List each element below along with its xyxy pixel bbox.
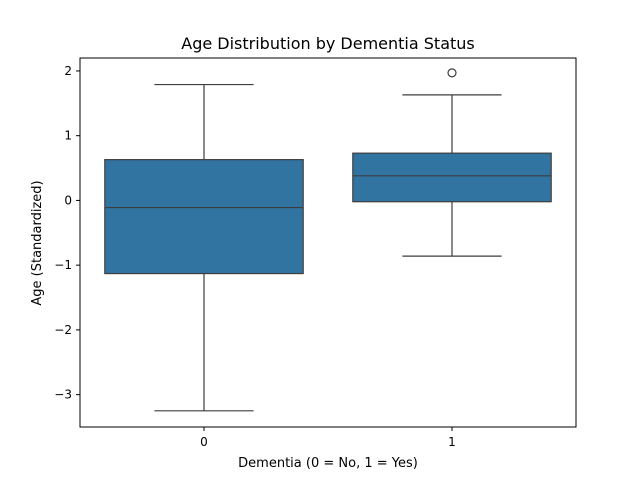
box-group-0 <box>104 83 304 412</box>
box-iqr <box>352 152 552 203</box>
x-tick-label: 0 <box>200 435 208 449</box>
x-axis-label: Dementia (0 = No, 1 = Yes) <box>238 456 418 471</box>
y-tick-label: −3 <box>54 388 72 402</box>
y-axis-label: Age (Standardized) <box>30 180 45 305</box>
x-tick-label: 1 <box>448 435 456 449</box>
plot-area <box>104 68 552 412</box>
y-axis: 2 1 0 −1 −2 −3 <box>54 64 80 402</box>
box-iqr <box>104 159 304 275</box>
y-tick-label: 1 <box>64 129 72 143</box>
chart-title: Age Distribution by Dementia Status <box>181 34 475 53</box>
y-tick-label: 2 <box>64 64 72 78</box>
outlier-point <box>447 68 457 78</box>
y-tick-label: −2 <box>54 323 72 337</box>
box-group-1 <box>352 68 552 257</box>
y-tick-label: −1 <box>54 258 72 272</box>
y-tick-label: 0 <box>64 193 72 207</box>
axes-frame <box>79 57 577 428</box>
